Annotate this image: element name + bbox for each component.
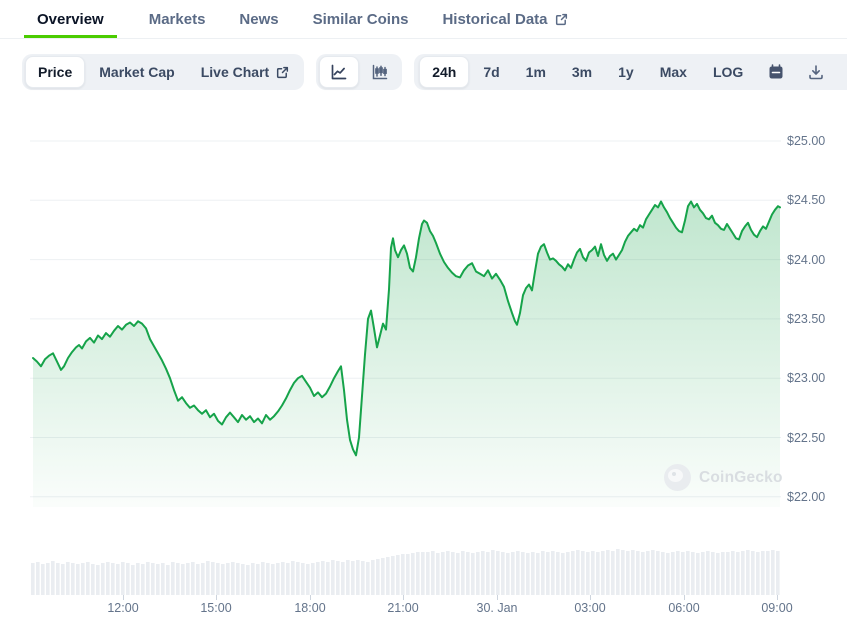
log-scale-button[interactable]: LOG: [701, 57, 755, 87]
date-picker-button[interactable]: [757, 57, 795, 87]
range-1m-label: 1m: [525, 64, 546, 80]
market-cap-button-label: Market Cap: [99, 64, 175, 80]
price-button[interactable]: Price: [25, 56, 86, 88]
tab-historical-data[interactable]: Historical Data: [440, 0, 569, 38]
range-7d-button[interactable]: 7d: [471, 57, 511, 87]
x-axis-label: 18:00: [294, 601, 326, 615]
coin-page-tabs: Overview Markets News Similar Coins Hist…: [0, 0, 847, 39]
range-1y-label: 1y: [618, 64, 634, 80]
x-axis-tick: [123, 595, 124, 600]
tab-news-label: News: [239, 10, 279, 28]
tab-markets-label: Markets: [148, 10, 206, 28]
y-axis-label: $22.50: [787, 431, 826, 445]
range-3m-button[interactable]: 3m: [560, 57, 604, 87]
y-axis-label: $23.50: [787, 312, 826, 326]
line-chart-type-button[interactable]: [319, 56, 360, 88]
tab-similar-coins[interactable]: Similar Coins: [311, 0, 411, 38]
log-scale-label: LOG: [712, 64, 744, 80]
tab-markets[interactable]: Markets: [147, 0, 208, 38]
y-axis-label: $24.50: [787, 193, 826, 207]
x-axis-tick: [310, 595, 311, 600]
x-axis-tick: [777, 595, 778, 600]
price-area-fill: [33, 201, 780, 507]
line-chart-icon: [331, 64, 347, 80]
price-button-label: Price: [38, 64, 73, 80]
chart-toolbar: Price Market Cap Live Chart 2: [22, 54, 847, 90]
range-max-button[interactable]: Max: [648, 57, 699, 87]
range-7d-label: 7d: [483, 64, 500, 80]
y-axis-label: $23.00: [787, 371, 826, 385]
x-axis-label: 21:00: [387, 601, 419, 615]
x-axis-label: 30. Jan: [476, 601, 518, 615]
tab-overview-label: Overview: [37, 10, 104, 28]
x-axis-label: 06:00: [668, 601, 700, 615]
external-link-icon: [555, 13, 567, 25]
x-axis-tick: [590, 595, 591, 600]
external-link-icon: [277, 66, 289, 78]
tab-overview[interactable]: Overview: [24, 0, 117, 38]
x-axis-label: 03:00: [574, 601, 606, 615]
tab-historical-data-label: Historical Data: [442, 10, 548, 28]
price-line: [32, 200, 781, 457]
download-button[interactable]: [797, 57, 835, 87]
metric-toggle-group: Price Market Cap Live Chart: [22, 54, 305, 90]
tab-news[interactable]: News: [237, 0, 280, 38]
range-24h-label: 24h: [432, 64, 457, 80]
market-cap-button[interactable]: Market Cap: [87, 57, 186, 87]
coingecko-logo-icon: [664, 464, 691, 491]
chart-type-toggle-group: [316, 54, 403, 90]
range-3m-label: 3m: [571, 64, 593, 80]
x-axis-tick: [403, 595, 404, 600]
x-axis-label: 12:00: [107, 601, 139, 615]
range-1y-button[interactable]: 1y: [606, 57, 646, 87]
volume-bars: [31, 549, 780, 595]
x-axis-tick: [684, 595, 685, 600]
live-chart-button[interactable]: Live Chart: [189, 57, 301, 87]
x-axis-label: 09:00: [761, 601, 793, 615]
download-icon: [809, 65, 824, 80]
x-axis-tick: [216, 595, 217, 600]
price-area-chart[interactable]: [30, 115, 781, 515]
range-24h-button[interactable]: 24h: [419, 56, 470, 88]
range-max-label: Max: [659, 64, 687, 80]
coingecko-watermark: CoinGecko: [664, 464, 783, 491]
x-axis-tick: [497, 595, 498, 600]
fullscreen-button[interactable]: [837, 57, 847, 87]
candlestick-chart-icon: [372, 64, 388, 80]
calendar-icon: [769, 64, 783, 79]
y-axis-label: $24.00: [787, 253, 826, 267]
coingecko-watermark-label: CoinGecko: [699, 468, 783, 486]
candlestick-chart-type-button[interactable]: [361, 57, 399, 87]
x-axis-label: 15:00: [200, 601, 232, 615]
tab-similar-coins-label: Similar Coins: [312, 10, 409, 28]
range-1m-button[interactable]: 1m: [514, 57, 558, 87]
range-toggle-group: 24h 7d 1m 3m 1y Max LOG: [414, 54, 847, 90]
live-chart-button-label: Live Chart: [200, 64, 270, 80]
y-axis-label: $25.00: [787, 134, 826, 148]
y-axis-label: $22.00: [787, 490, 826, 504]
